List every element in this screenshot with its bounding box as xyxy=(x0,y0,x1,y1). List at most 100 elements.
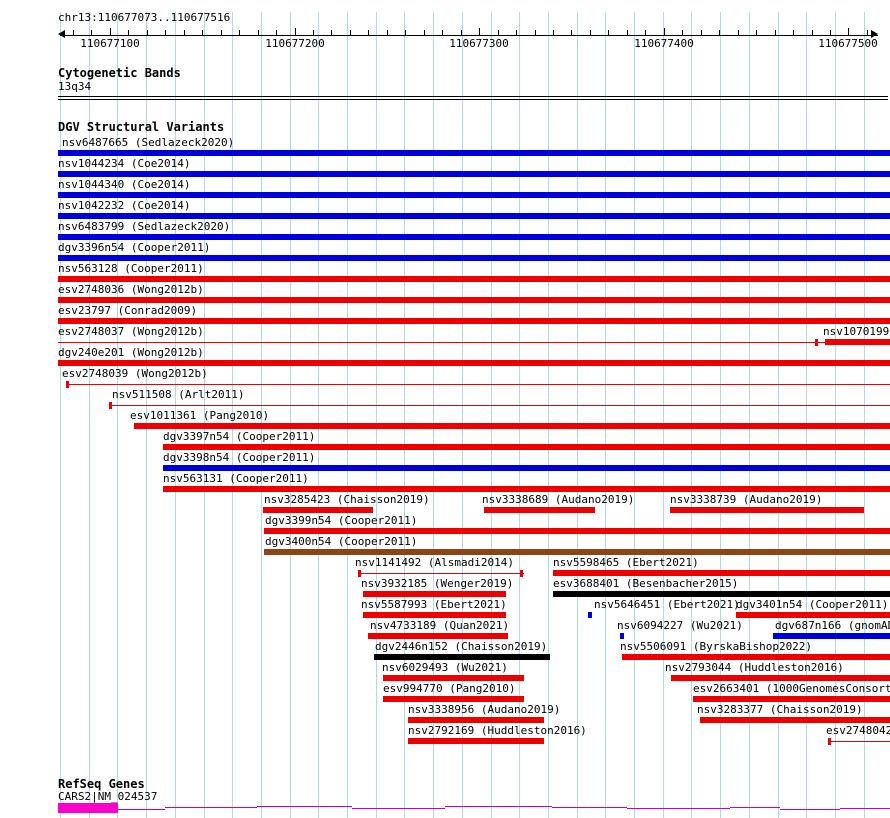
feature-label[interactable]: esv2748039 (Wong2012b) xyxy=(62,367,208,380)
feature-label[interactable]: nsv5646451 (Ebert2021) xyxy=(594,598,740,611)
feature-label[interactable]: nsv563131 (Cooper2011) xyxy=(163,472,309,485)
feature-label[interactable]: nsv2793044 (Huddleston2016) xyxy=(665,661,844,674)
feature-label[interactable]: nsv5506091 (ByrskaBishop2022) xyxy=(620,640,813,653)
feature-bar[interactable] xyxy=(263,507,373,513)
axis-tick-minor xyxy=(701,30,702,35)
feature-label[interactable]: dgv3398n54 (Cooper2011) xyxy=(163,451,316,464)
ruler-track: chr13:110677073..110677516 110677100 1106… xyxy=(0,0,890,52)
feature-endpoint-block[interactable] xyxy=(828,738,831,745)
feature-bar[interactable] xyxy=(620,633,624,639)
axis-tick-label: 110677200 xyxy=(265,37,325,50)
feature-bar[interactable] xyxy=(622,654,890,660)
axis-tick-minor xyxy=(424,30,425,35)
cytoband-label[interactable]: 13q34 xyxy=(58,80,92,93)
feature-label[interactable]: dgv3400n54 (Cooper2011) xyxy=(265,535,418,548)
feature-bar[interactable] xyxy=(553,570,890,576)
axis-tick-minor xyxy=(498,30,499,35)
feature-bar[interactable] xyxy=(670,507,864,513)
feature-bar[interactable] xyxy=(163,486,890,492)
feature-bar[interactable] xyxy=(58,297,890,303)
feature-label[interactable]: nsv1141492 (Alsmadi2014) xyxy=(355,556,514,569)
gridline xyxy=(375,12,377,818)
feature-bar[interactable] xyxy=(825,339,890,345)
feature-bar[interactable] xyxy=(363,591,506,597)
feature-label[interactable]: nsv3283377 (Chaisson2019) xyxy=(697,703,863,716)
feature-label[interactable]: esv1011361 (Pang2010) xyxy=(130,409,270,422)
feature-label[interactable]: esv2748042 xyxy=(826,724,890,737)
feature-label[interactable]: nsv3338689 (Audano2019) xyxy=(482,493,635,506)
feature-bar[interactable] xyxy=(58,276,890,282)
gene-exon-block[interactable] xyxy=(58,803,118,813)
feature-label[interactable]: nsv3285423 (Chaisson2019) xyxy=(264,493,430,506)
feature-label[interactable]: nsv2792169 (Huddleston2016) xyxy=(408,724,587,737)
feature-label[interactable]: esv23797 (Conrad2009) xyxy=(58,304,198,317)
feature-bar[interactable] xyxy=(368,633,508,639)
feature-label[interactable]: nsv3338956 (Audano2019) xyxy=(408,703,561,716)
feature-label[interactable]: dgv3401n54 (Cooper2011) xyxy=(736,598,889,611)
feature-bar[interactable] xyxy=(58,318,890,324)
feature-label[interactable]: dgv2446n152 (Chaisson2019) xyxy=(375,640,548,653)
gene-label-cars2[interactable]: CARS2|NM_024537 xyxy=(58,790,158,803)
feature-bar[interactable] xyxy=(484,507,595,513)
feature-bar[interactable] xyxy=(374,654,550,660)
feature-label[interactable]: esv3688401 (Besenbacher2015) xyxy=(553,577,739,590)
feature-label[interactable]: nsv6094227 (Wu2021) xyxy=(617,619,743,632)
feature-label[interactable]: nsv3932185 (Wenger2019) xyxy=(361,577,514,590)
feature-bar[interactable] xyxy=(363,612,506,618)
feature-label[interactable]: nsv1042232 (Coe2014) xyxy=(58,199,191,212)
feature-bar[interactable] xyxy=(773,633,890,639)
feature-label[interactable]: esv2663401 (1000GenomesConsortium2015) xyxy=(693,682,890,695)
feature-bar[interactable] xyxy=(693,696,890,702)
feature-label[interactable]: esv2748036 (Wong2012b) xyxy=(58,283,204,296)
feature-bar[interactable] xyxy=(134,423,890,429)
feature-endpoint-block[interactable] xyxy=(66,381,69,388)
feature-bar[interactable] xyxy=(700,717,890,723)
gene-intron-line xyxy=(627,808,730,809)
feature-bar[interactable] xyxy=(58,150,890,156)
axis-tick-minor xyxy=(645,30,646,35)
feature-label[interactable]: nsv6029493 (Wu2021) xyxy=(382,661,508,674)
feature-endpoint-block[interactable] xyxy=(520,570,523,577)
feature-bar[interactable] xyxy=(736,612,890,618)
feature-label[interactable]: nsv3338739 (Audano2019) xyxy=(670,493,823,506)
feature-bar[interactable] xyxy=(58,234,890,240)
feature-label[interactable]: nsv1070199 xyxy=(823,325,890,338)
feature-bar[interactable] xyxy=(264,549,890,555)
feature-label[interactable]: nsv6487665 (Sedlazeck2020) xyxy=(62,136,235,149)
feature-bar[interactable] xyxy=(408,738,544,744)
feature-label[interactable]: dgv3399n54 (Cooper2011) xyxy=(265,514,418,527)
feature-label[interactable]: dgv240e201 (Wong2012b) xyxy=(58,346,204,359)
feature-bar[interactable] xyxy=(671,675,890,681)
feature-bar[interactable] xyxy=(58,213,890,219)
feature-bar[interactable] xyxy=(163,465,890,471)
feature-bar[interactable] xyxy=(383,675,524,681)
feature-label[interactable]: nsv563128 (Cooper2011) xyxy=(58,262,204,275)
feature-label[interactable]: dgv3396n54 (Cooper2011) xyxy=(58,241,211,254)
feature-label[interactable]: nsv1044234 (Coe2014) xyxy=(58,157,191,170)
feature-label[interactable]: nsv6483799 (Sedlazeck2020) xyxy=(58,220,231,233)
feature-bar[interactable] xyxy=(58,192,890,198)
feature-endpoint-block[interactable] xyxy=(815,339,818,346)
feature-label[interactable]: dgv687n166 (gnomADStructuralVariants2020… xyxy=(775,619,890,632)
feature-bar[interactable] xyxy=(264,528,890,534)
feature-bar[interactable] xyxy=(588,612,592,618)
feature-endpoint-block[interactable] xyxy=(109,402,112,409)
feature-label[interactable]: esv2748037 (Wong2012b) xyxy=(58,325,204,338)
feature-bar[interactable] xyxy=(58,255,890,261)
feature-label[interactable]: nsv1044340 (Coe2014) xyxy=(58,178,191,191)
feature-bar[interactable] xyxy=(383,696,524,702)
feature-bar[interactable] xyxy=(553,591,890,597)
feature-label[interactable]: esv994770 (Pang2010) xyxy=(383,682,516,695)
feature-label[interactable]: nsv511508 (Arlt2011) xyxy=(112,388,245,401)
feature-bar[interactable] xyxy=(58,360,890,366)
feature-label[interactable]: dgv3397n54 (Cooper2011) xyxy=(163,430,316,443)
feature-bar[interactable] xyxy=(163,444,890,450)
feature-bar[interactable] xyxy=(58,171,890,177)
axis-tick-major xyxy=(110,28,111,36)
feature-label[interactable]: nsv4733189 (Quan2021) xyxy=(370,619,510,632)
feature-endpoint-block[interactable] xyxy=(358,570,361,577)
feature-label[interactable]: nsv5587993 (Ebert2021) xyxy=(361,598,507,611)
feature-label[interactable]: nsv5598465 (Ebert2021) xyxy=(553,556,699,569)
feature-bar[interactable] xyxy=(408,717,544,723)
